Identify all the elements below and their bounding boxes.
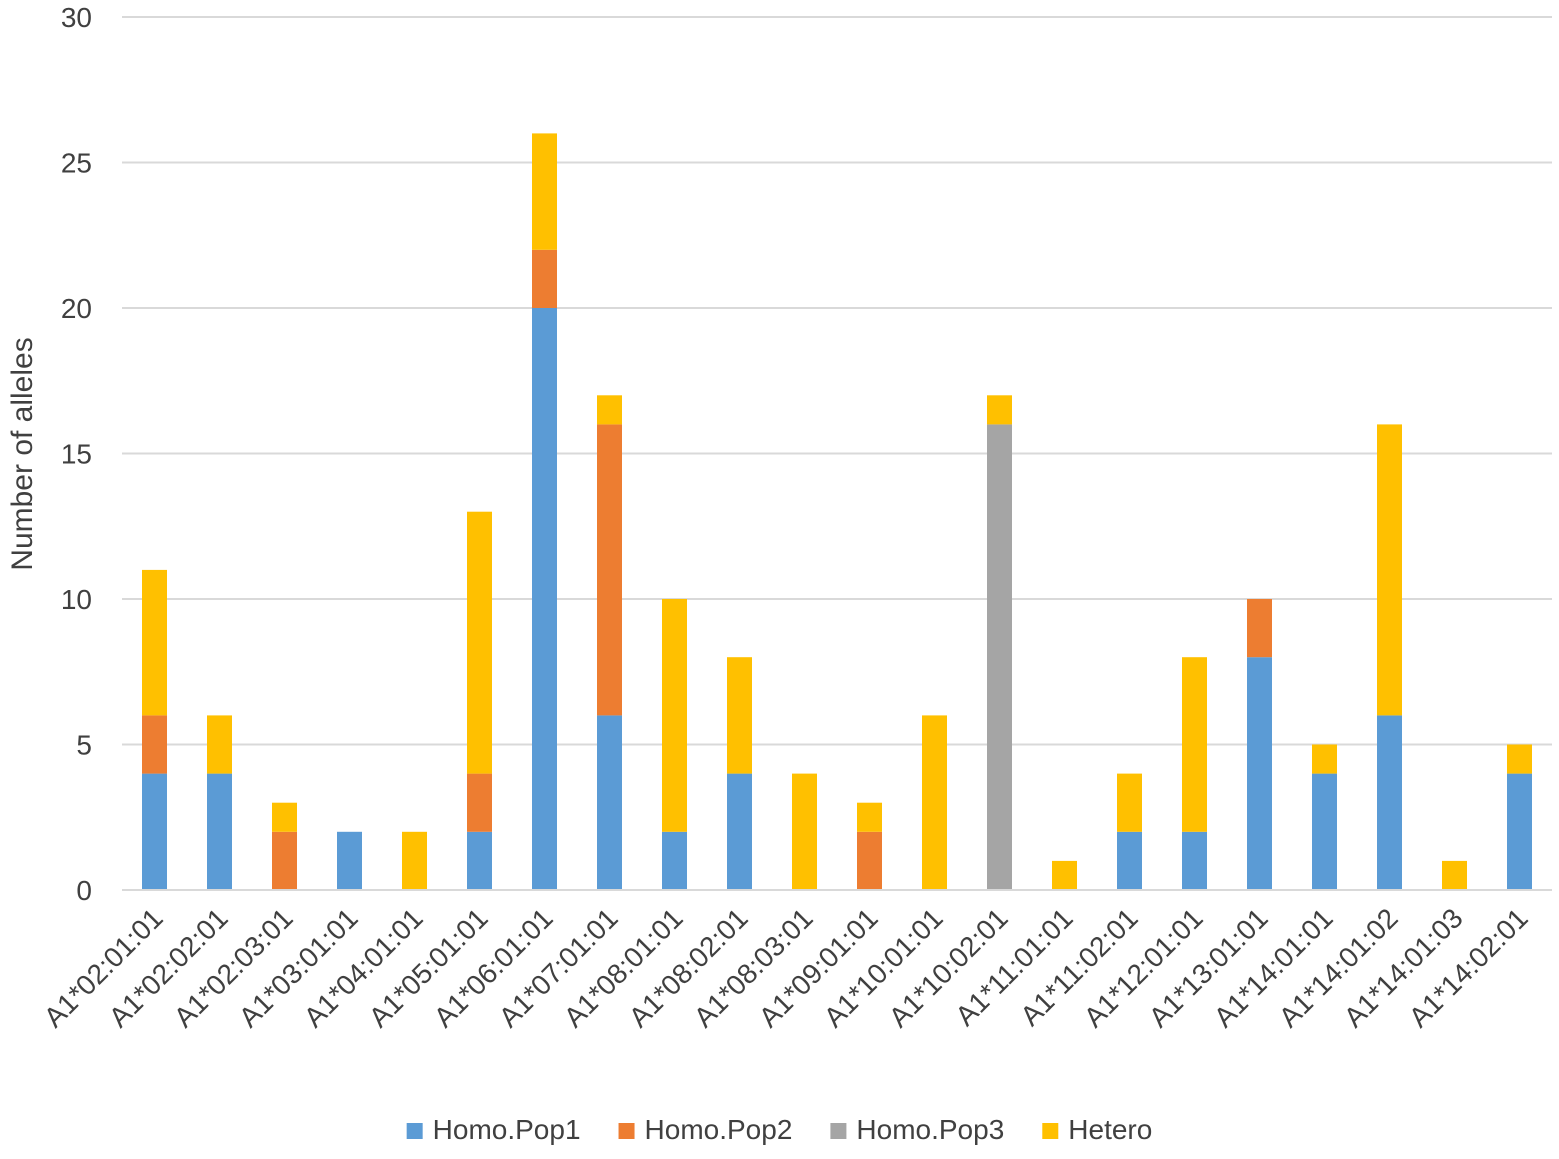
bar-segment-hetero-21 [1507, 744, 1532, 774]
bar-segment-hetero-1 [207, 715, 232, 774]
legend-swatch [1042, 1123, 1059, 1139]
bar-segment-homo-pop3-13 [987, 424, 1012, 890]
bar-segment-hetero-19 [1377, 424, 1402, 716]
legend-swatch [618, 1123, 635, 1139]
y-tick-label: 5 [76, 730, 92, 761]
bar-segment-homo-pop1-17 [1247, 657, 1272, 890]
bar-segment-homo-pop1-18 [1312, 773, 1337, 890]
y-axis-title: Number of alleles [6, 337, 39, 570]
bar-segment-hetero-16 [1182, 657, 1207, 832]
y-tick-label: 25 [61, 148, 92, 179]
bar-segment-homo-pop1-3 [337, 831, 362, 890]
bar-segment-homo-pop1-8 [662, 831, 687, 890]
bar-segment-hetero-4 [402, 831, 427, 890]
bar-segment-hetero-10 [792, 773, 817, 890]
bar-segment-homo-pop2-5 [467, 773, 492, 832]
bar-segment-hetero-6 [532, 133, 557, 250]
bar-segment-hetero-20 [1442, 860, 1467, 890]
bar-segment-homo-pop1-15 [1117, 831, 1142, 890]
bar-segment-homo-pop2-17 [1247, 599, 1272, 658]
legend-label: Homo.Pop1 [433, 1114, 581, 1145]
bar-segment-hetero-5 [467, 511, 492, 774]
legend-label: Hetero [1068, 1114, 1152, 1145]
bar-segment-hetero-13 [987, 395, 1012, 425]
bar-segment-hetero-8 [662, 599, 687, 832]
legend-item-homo-pop2: Homo.Pop2 [618, 1114, 793, 1145]
bar-segment-hetero-7 [597, 395, 622, 425]
legend-item-homo-pop1: Homo.Pop1 [406, 1114, 581, 1145]
legend-item-homo-pop3: Homo.Pop3 [830, 1114, 1004, 1145]
bar-segment-homo-pop2-11 [857, 831, 882, 890]
bar-segment-homo-pop1-1 [207, 773, 232, 890]
legend-item-hetero: Hetero [1042, 1114, 1152, 1145]
bars [142, 133, 1532, 890]
bar-segment-homo-pop1-9 [727, 773, 752, 890]
y-axis-tick-labels: 0 5 10 15 20 25 30 [61, 2, 92, 906]
y-tick-label: 0 [76, 875, 92, 906]
y-tick-label: 15 [61, 439, 92, 470]
bar-segment-homo-pop2-0 [142, 715, 167, 774]
bar-segment-hetero-2 [272, 802, 297, 832]
legend-swatch [406, 1123, 423, 1139]
bar-segment-hetero-14 [1052, 860, 1077, 890]
y-tick-label: 30 [61, 2, 92, 33]
bar-segment-homo-pop1-6 [532, 308, 557, 890]
bar-segment-hetero-15 [1117, 773, 1142, 832]
bar-segment-hetero-12 [922, 715, 947, 890]
bar-segment-homo-pop1-16 [1182, 831, 1207, 890]
bar-segment-hetero-11 [857, 802, 882, 832]
legend-swatch [830, 1123, 847, 1139]
legend-label: Homo.Pop3 [856, 1114, 1004, 1145]
bar-segment-homo-pop1-7 [597, 715, 622, 890]
y-tick-label: 10 [61, 584, 92, 615]
y-tick-label: 20 [61, 293, 92, 324]
bar-segment-homo-pop1-21 [1507, 773, 1532, 890]
bar-segment-hetero-9 [727, 657, 752, 774]
bar-segment-homo-pop2-2 [272, 831, 297, 890]
bar-segment-homo-pop2-6 [532, 249, 557, 308]
bar-segment-homo-pop1-5 [467, 831, 492, 890]
legend: Homo.Pop1 Homo.Pop2 Homo.Pop3 Hetero [406, 1114, 1152, 1145]
bar-segment-homo-pop1-19 [1377, 715, 1402, 890]
gridlines [122, 16, 1552, 746]
bar-segment-homo-pop2-7 [597, 424, 622, 716]
x-axis-tick-labels: A1*02:01:01A1*02:02:01A1*02:03:01A1*03:0… [38, 902, 1534, 1033]
bar-segment-homo-pop1-0 [142, 773, 167, 890]
bar-segment-hetero-0 [142, 569, 167, 716]
legend-label: Homo.Pop2 [645, 1114, 793, 1145]
bar-segment-hetero-18 [1312, 744, 1337, 774]
